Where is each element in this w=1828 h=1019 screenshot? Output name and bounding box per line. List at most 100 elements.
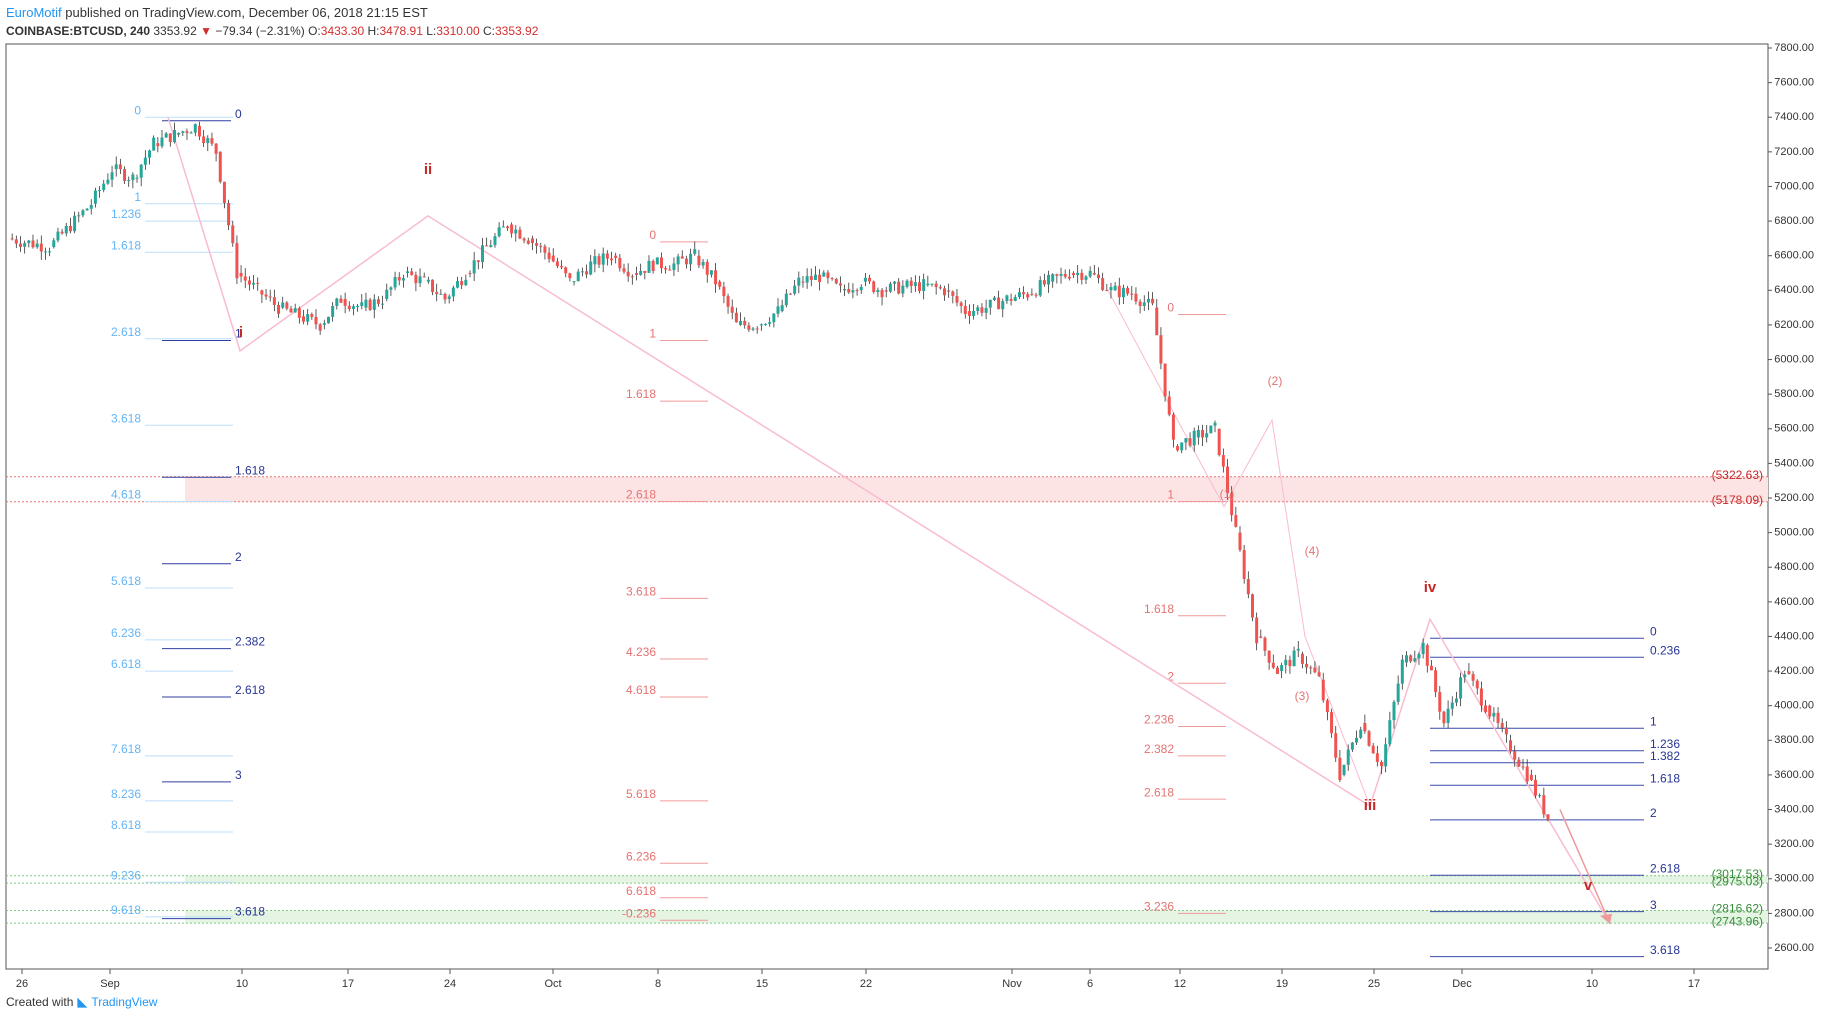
candle-body: [252, 282, 256, 285]
tradingview-logo-icon: ◣: [77, 994, 88, 1009]
candle-body: [189, 132, 193, 134]
candle-body: [1538, 795, 1542, 797]
y-tick-label: 3800.00: [1774, 734, 1814, 746]
author-link[interactable]: EuroMotif: [6, 5, 62, 20]
candle-body: [435, 292, 439, 295]
y-tick-label: 7000.00: [1774, 180, 1814, 192]
candle-body: [347, 305, 351, 309]
candle-body: [572, 281, 576, 283]
candle-body: [1292, 650, 1296, 667]
candle-body: [52, 240, 56, 248]
candle-body: [1180, 442, 1184, 451]
candle-body: [156, 143, 160, 147]
candle-body: [884, 290, 888, 292]
candle-body: [1371, 745, 1375, 754]
candle-body: [1338, 757, 1342, 780]
candle-body: [1009, 298, 1013, 301]
candle-body: [1546, 814, 1550, 820]
candle-body: [610, 258, 614, 261]
candle-body: [709, 270, 713, 275]
candle-body: [547, 252, 551, 260]
x-tick-label: 6: [1087, 978, 1093, 990]
fib-mid-label: 3.618: [626, 585, 656, 599]
candle-body: [622, 268, 626, 272]
candle-body: [443, 293, 447, 300]
y-axis[interactable]: 7800.00 7600.00 7400.00 7200.00 7000.00 6800.…: [1768, 42, 1814, 954]
candle-body: [14, 239, 18, 244]
candle-body: [331, 306, 335, 317]
candle-body: [909, 280, 913, 287]
candle-body: [863, 277, 867, 282]
y-tick-label: 7800.00: [1774, 42, 1814, 54]
y-tick-label: 7400.00: [1774, 111, 1814, 123]
candle-body: [1421, 642, 1425, 654]
candle-body: [297, 308, 301, 318]
close-value: 3353.92: [494, 24, 539, 38]
candle-body: [809, 276, 813, 280]
candle-body: [1280, 665, 1284, 672]
candle-body: [980, 307, 984, 313]
x-axis[interactable]: 26 Sep 10 17 24 Oct 8 15 22 Nov 6 12 19 25 Dec 10 17: [16, 969, 1700, 990]
x-tick-label: 10: [1586, 978, 1598, 990]
candle-body: [972, 311, 976, 316]
candle-body: [268, 296, 272, 298]
candle-body: [18, 243, 22, 247]
candle-body: [314, 316, 318, 325]
publish-line: EuroMotif published on TradingView.com, …: [6, 4, 538, 22]
x-tick-label: 17: [1688, 978, 1700, 990]
candle-body: [764, 323, 768, 325]
candle-body: [722, 286, 726, 297]
candle-body: [1471, 674, 1475, 681]
tradingview-link[interactable]: TradingView: [91, 995, 158, 1009]
fib-mid-label: 1: [649, 327, 656, 341]
candle-body: [81, 210, 85, 216]
candle-body: [214, 143, 218, 154]
candle-body: [1001, 301, 1005, 310]
candle-body: [1467, 671, 1471, 675]
fib-left-dark-label: 2.382: [235, 635, 265, 649]
candle-body: [597, 256, 601, 265]
candle-body: [1288, 659, 1292, 667]
candle-body: [1529, 774, 1533, 780]
candle-body: [23, 243, 27, 247]
candle-body: [1271, 662, 1275, 668]
candle-body: [1513, 751, 1517, 760]
candle-body: [1017, 292, 1021, 298]
candle-body: [963, 306, 967, 314]
chart-header: EuroMotif published on TradingView.com, …: [6, 4, 538, 40]
candle-body: [497, 227, 501, 237]
x-tick-label: 22: [860, 978, 872, 990]
candle-body: [522, 238, 526, 241]
fib-right-blue-label: 1.382: [1650, 749, 1680, 763]
candle-body: [1121, 287, 1125, 298]
fib-left-dark-label: 3: [235, 768, 242, 782]
candle-body: [505, 226, 509, 229]
candle-body: [1446, 708, 1450, 723]
candle-body: [468, 273, 472, 274]
candle-body: [193, 124, 197, 133]
candle-body: [343, 298, 347, 306]
candle-body: [580, 271, 584, 273]
candle-body: [1484, 705, 1488, 713]
candle-body: [77, 215, 81, 217]
fib-right-blue-label: 2.618: [1650, 861, 1680, 875]
candle-body: [593, 256, 597, 265]
fib-left-light-label: 1.236: [111, 207, 141, 221]
candle-body: [218, 151, 222, 182]
wave-label-4: (4): [1305, 544, 1320, 558]
candle-body: [35, 243, 39, 248]
candle-body: [755, 328, 759, 330]
candle-body: [1117, 285, 1121, 298]
candle-body: [684, 258, 688, 265]
candle-body: [1201, 430, 1205, 438]
candle-body: [518, 229, 522, 239]
candle-body: [98, 189, 102, 191]
candle-body: [1500, 723, 1504, 728]
candle-body: [659, 257, 663, 269]
candle-body: [838, 283, 842, 286]
candle-body: [401, 278, 405, 281]
y-tick-label: 4200.00: [1774, 665, 1814, 677]
candle-body: [1022, 292, 1026, 295]
candle-body: [1134, 293, 1138, 302]
